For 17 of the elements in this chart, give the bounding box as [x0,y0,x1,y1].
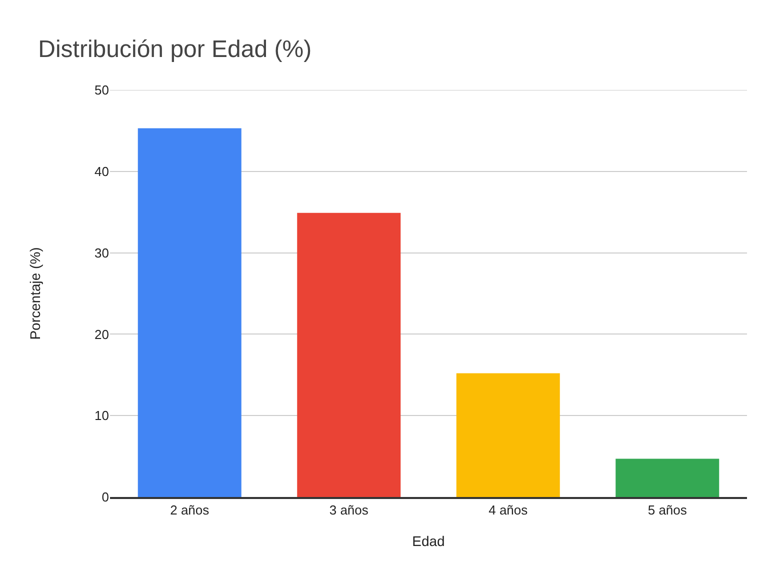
y-tick-label: 50 [94,82,109,98]
x-tick-label: 2 años [170,502,210,518]
bar [616,458,720,497]
y-tick-label: 0 [102,490,109,505]
bar [138,128,242,497]
x-tick-label: 4 años [488,502,528,518]
bar [456,373,560,497]
y-tick-label: 30 [94,245,109,260]
y-axis-title: Porcentaje (%) [27,247,44,340]
y-tick-label: 20 [94,326,109,342]
y-tick-label: 40 [94,164,109,179]
y-tick-label: 10 [94,408,109,424]
bar [297,212,401,497]
x-axis-title: Edad [412,533,445,550]
chart-title: Distribución por Edad (%) [38,36,312,64]
x-tick-label: 3 años [329,502,369,518]
x-tick-label: 5 años [648,502,688,518]
